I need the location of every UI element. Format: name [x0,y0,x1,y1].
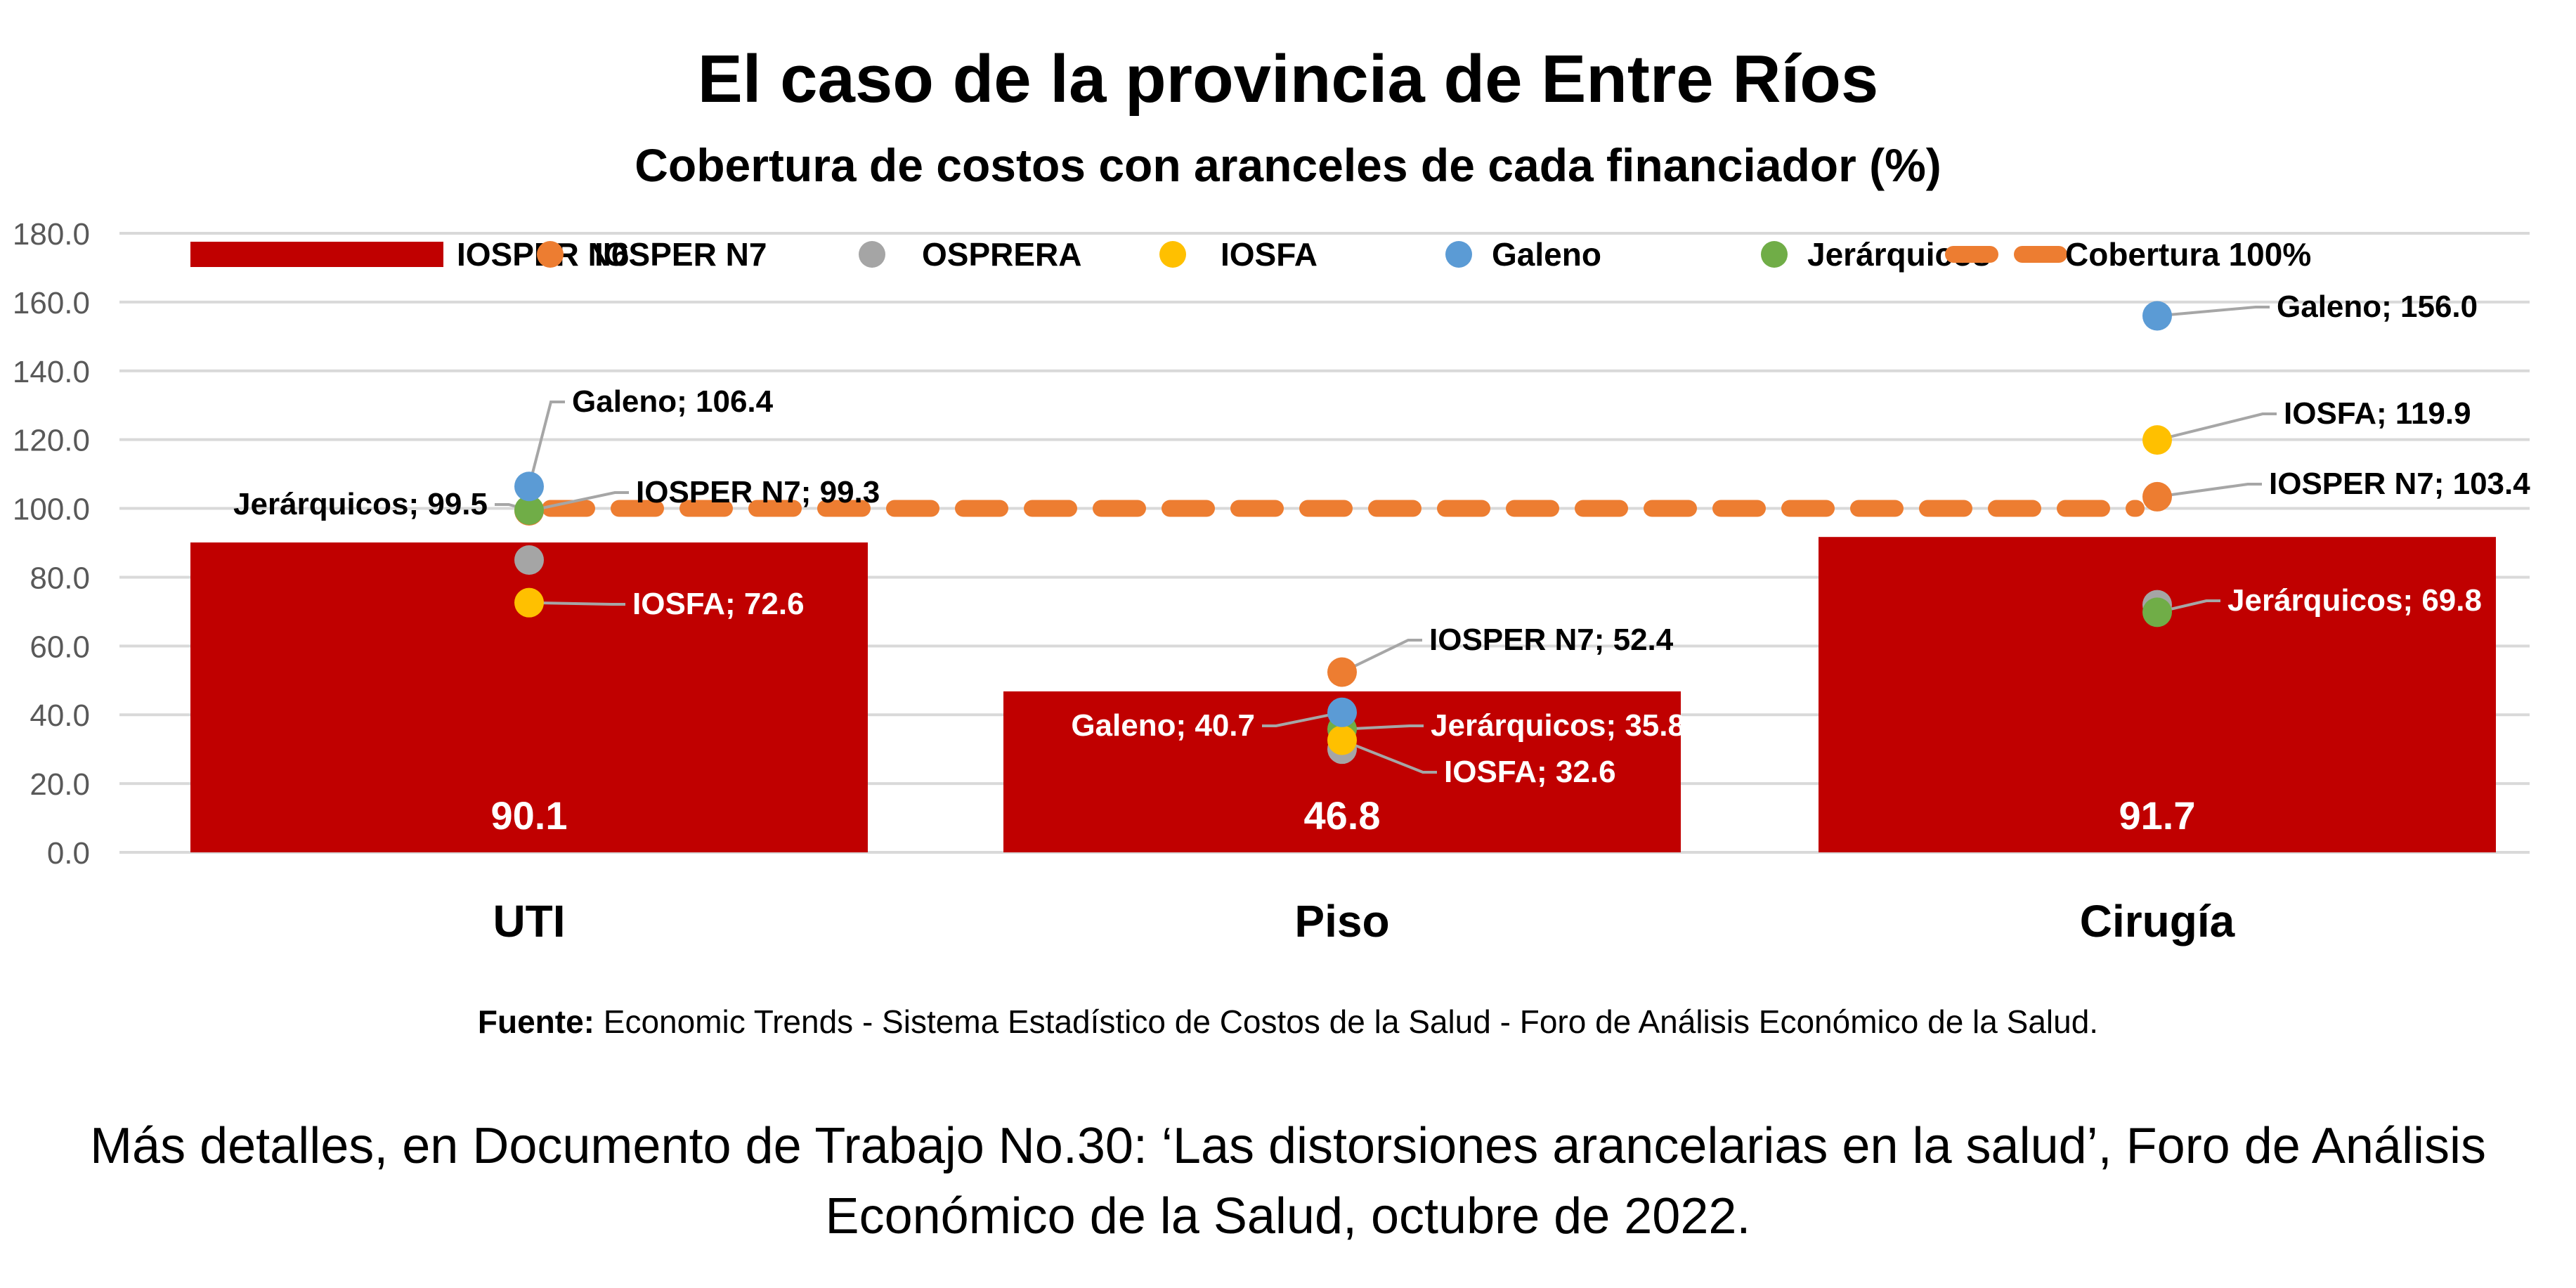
data-label-jer-rquicos: Jerárquicos; 99.5 [233,487,488,521]
data-label-iosfa: IOSFA; 32.6 [1444,755,1616,789]
data-label-galeno: Galeno; 156.0 [2277,290,2478,324]
y-tick-label: 40.0 [30,698,90,733]
data-label-iosper-n7: IOSPER N7; 99.3 [636,475,880,509]
bar-value-label: 46.8 [1304,793,1381,838]
leader-line [528,491,629,512]
y-tick-label: 20.0 [30,767,90,802]
data-label-iosfa: IOSFA; 72.6 [632,587,805,621]
point-osprera [514,545,544,575]
y-tick-label: 140.0 [13,355,90,389]
source-note: Fuente: Economic Trends - Sistema Estadí… [478,1003,2098,1040]
bar-iosper-n6 [1819,537,2496,852]
chart-title: El caso de la provincia de Entre Ríos [698,41,1879,117]
source-text: Economic Trends - Sistema Estadístico de… [594,1003,2098,1040]
leader-line [2157,483,2262,498]
legend-label: IOSFA [1221,236,1318,273]
data-labels: IOSPER N7; 99.3 IOSPER N7; 52.4 IOSPER N7;… [233,290,2530,789]
x-category-label: UTI [493,896,565,947]
y-tick-label: 160.0 [13,286,90,320]
chart-subtitle: Cobertura de costos con aranceles de cad… [635,139,1941,191]
x-category-label: Piso [1294,896,1389,947]
point-iosfa [1327,725,1357,755]
y-tick-label: 100.0 [13,493,90,527]
point-galeno [2142,301,2172,331]
point-jer-rquicos [514,495,544,526]
leader-line [2157,412,2277,442]
legend-marker-iosfa [1159,241,1186,268]
legend-marker-jer-rquicos [1761,241,1788,268]
point-galeno [514,471,544,502]
point-iosfa [514,587,544,618]
legend-label: Galeno [1492,236,1601,273]
point-galeno [1327,697,1357,727]
x-axis: UTI Piso Cirugía [493,896,2235,947]
point-jer-rquicos [2142,597,2172,627]
data-label-jer-rquicos: Jerárquicos; 35.8 [1431,708,1685,743]
legend-swatch-iosper-n6 [190,242,443,267]
y-tick-label: 80.0 [30,561,90,595]
data-label-galeno: Galeno; 106.4 [572,384,774,419]
bar-value-label: 91.7 [2119,793,2196,838]
points [514,301,2172,765]
source-label: Fuente: [478,1003,594,1040]
leader-line [1341,739,1437,774]
bar-value-label: 90.1 [491,793,568,838]
legend-marker-osprera [859,241,885,268]
y-tick-label: 60.0 [30,630,90,664]
leader-line [2157,306,2270,318]
legend-label: IOSPER N7 [594,236,767,273]
y-tick-label: 180.0 [13,217,90,252]
legend-label: OSPRERA [922,236,1081,273]
data-label-iosfa: IOSFA; 119.9 [2284,396,2471,431]
point-iosper-n7 [2142,481,2172,512]
leader-line [528,401,565,487]
data-label-iosper-n7: IOSPER N7; 103.4 [2269,467,2530,501]
legend-marker-iosper-n7 [537,241,564,268]
legend-marker-galeno [1445,241,1472,268]
y-tick-label: 120.0 [13,424,90,458]
leader-line [2157,599,2220,614]
footer-line-1: Más detalles, en Documento de Trabajo No… [90,1118,2486,1174]
legend-label: Cobertura 100% [2065,236,2311,273]
leader-line [1262,710,1343,727]
bars: 90.1 46.8 91.7 [190,537,2496,852]
data-label-iosper-n7: IOSPER N7; 52.4 [1429,623,1674,657]
leader-line [528,601,625,606]
point-iosper-n7 [1327,657,1357,687]
data-label-galeno: Galeno; 40.7 [1071,708,1255,743]
leader-line [1341,724,1424,731]
y-axis: 0.0 20.0 40.0 60.0 80.0 100.0 120.0 140.0 160.0 1… [13,217,90,871]
y-tick-label: 0.0 [47,836,90,871]
data-label-jer-rquicos: Jerárquicos; 69.8 [2227,583,2482,618]
point-iosfa [2142,425,2172,455]
leader-line [1341,639,1422,674]
footer-line-2: Económico de la Salud, octubre de 2022. [826,1188,1751,1244]
x-category-label: Cirugía [2080,896,2235,947]
